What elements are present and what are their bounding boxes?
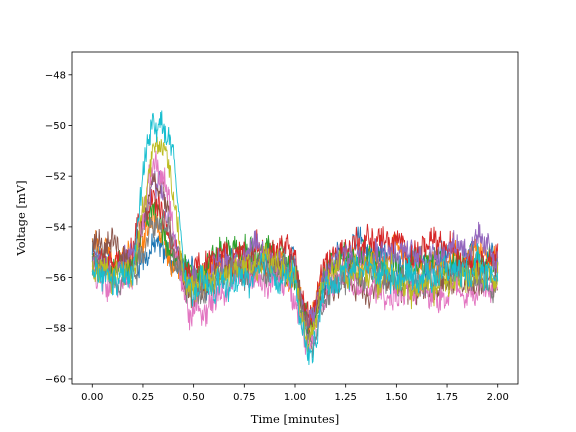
x-axis-ticks: 0.00 0.25 0.50 0.75 1.00 1.25 1.50 1.75 2.00 [81, 384, 509, 403]
x-tick-label: 0.75 [233, 392, 255, 403]
series-line-7 [91, 150, 499, 355]
y-axis-label: Voltage [mV] [14, 180, 28, 256]
series-line-10 [91, 110, 499, 366]
traces-group [91, 110, 499, 366]
y-tick-label: −52 [45, 172, 66, 183]
y-tick-label: −56 [45, 273, 66, 284]
x-axis-label: Time [minutes] [251, 412, 339, 426]
x-tick-label: 2.00 [487, 392, 509, 403]
x-tick-label: 1.75 [436, 392, 458, 403]
x-tick-label: 0.25 [132, 392, 154, 403]
x-tick-label: 0.50 [183, 392, 205, 403]
x-tick-label: 1.00 [284, 392, 306, 403]
y-tick-label: −58 [45, 324, 66, 335]
y-tick-label: −60 [45, 374, 66, 385]
series-line-4 [91, 188, 499, 327]
y-tick-label: −48 [45, 70, 66, 81]
y-axis-ticks: −60 −58 −56 −54 −52 −50 −48 [45, 70, 72, 385]
y-tick-label: −50 [45, 121, 66, 132]
x-tick-label: 1.25 [335, 392, 357, 403]
y-tick-label: −54 [45, 222, 66, 233]
x-tick-label: 1.50 [385, 392, 407, 403]
x-tick-label: 0.00 [81, 392, 103, 403]
